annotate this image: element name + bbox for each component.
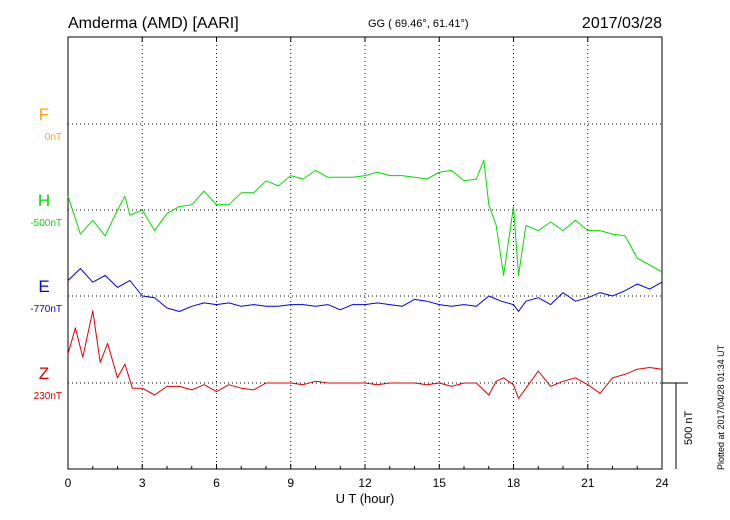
component-letter-E: E — [38, 277, 49, 296]
component-baseline-F: 0nT — [45, 132, 62, 143]
plotted-note: Plotted at 2017/04/28 01:34 UT — [716, 344, 726, 470]
component-letter-Z: Z — [39, 364, 49, 383]
x-tick-label: 12 — [358, 476, 372, 490]
series-lines — [67, 159, 663, 399]
component-baseline-H: -500nT — [30, 218, 62, 229]
x-axis: 0 3 6 9 12 15 18 21 24 — [65, 37, 669, 490]
grid — [68, 37, 662, 469]
series-line-E — [67, 268, 663, 312]
x-tick-label: 9 — [287, 476, 294, 490]
component-letter-F: F — [39, 105, 49, 124]
x-axis-label: U T (hour) — [336, 491, 395, 506]
component-baseline-E: -770nT — [30, 304, 62, 315]
scale-bar: 500 nT — [662, 382, 695, 469]
component-letter-H: H — [38, 191, 50, 210]
x-tick-label: 3 — [139, 476, 146, 490]
component-baseline-Z: 230nT — [34, 391, 62, 402]
x-tick-label: 18 — [507, 476, 521, 490]
date-label: 2017/03/28 — [582, 15, 662, 32]
x-tick-label: 0 — [65, 476, 72, 490]
x-tick-label: 24 — [655, 476, 669, 490]
series-line-Z — [67, 310, 663, 399]
station-title: Amderma (AMD) [AARI] — [68, 15, 239, 32]
coords-label: GG ( 69.46°, 61.41°) — [368, 18, 469, 30]
scale-bar-label: 500 nT — [683, 410, 695, 445]
component-labels: F 0nT H -500nT E -770nT Z 230nT — [30, 105, 62, 402]
x-tick-label: 21 — [581, 476, 595, 490]
x-tick-label: 6 — [213, 476, 220, 490]
series-line-H — [67, 159, 663, 276]
x-tick-label: 15 — [433, 476, 447, 490]
